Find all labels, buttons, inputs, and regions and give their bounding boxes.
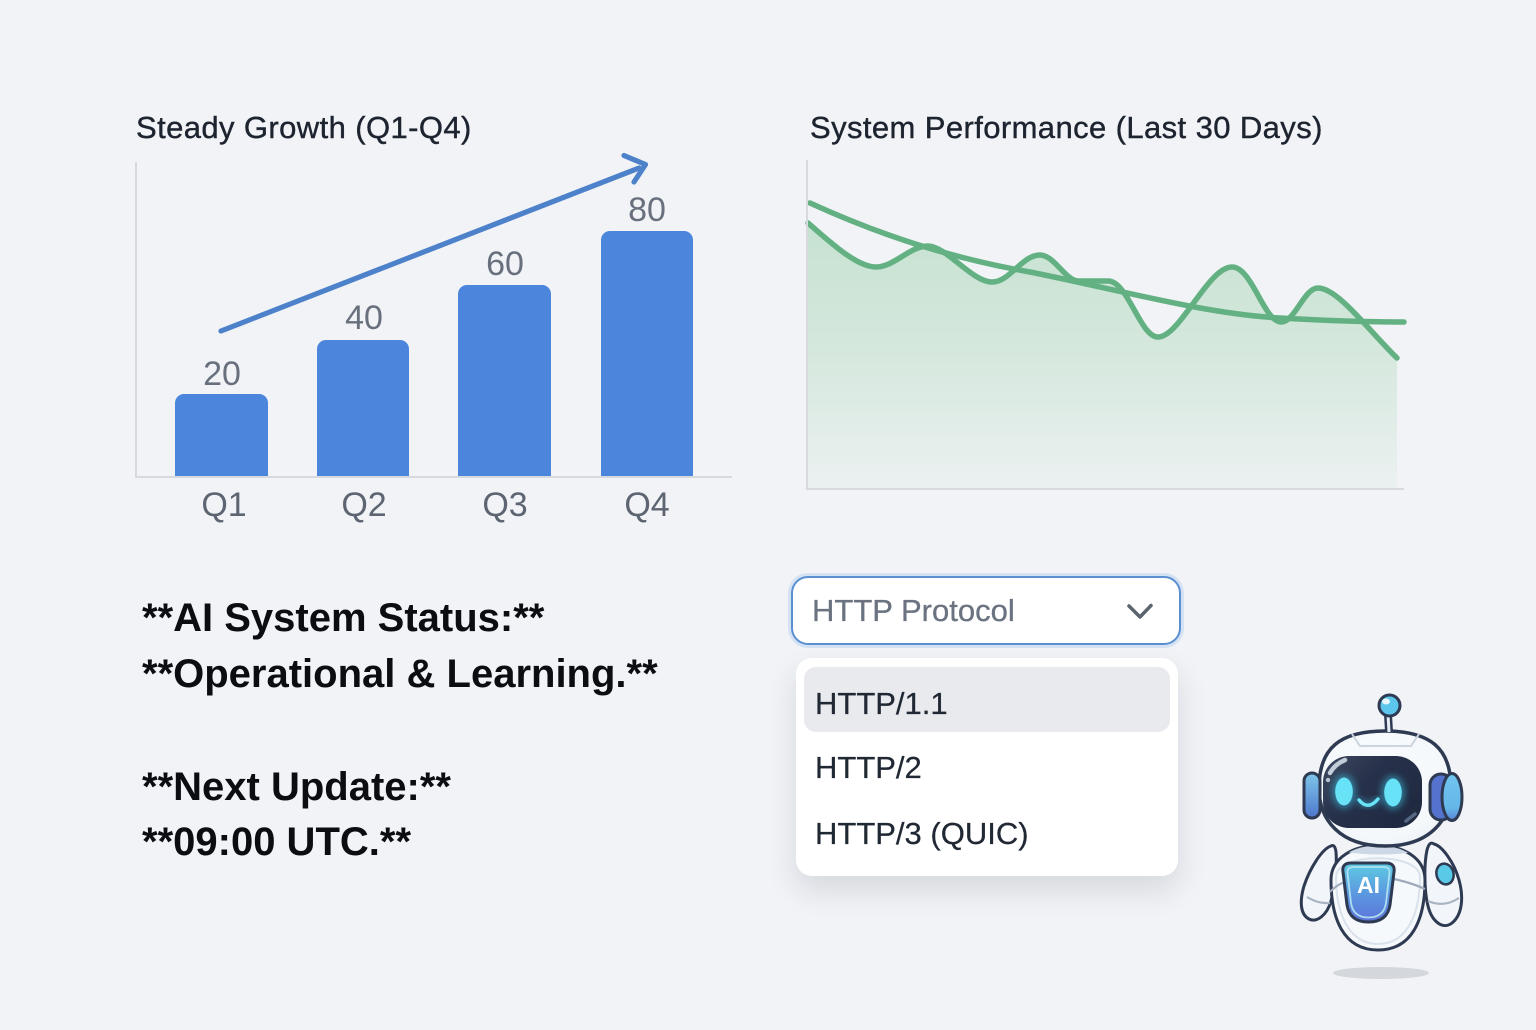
svg-text:AI: AI (1357, 872, 1380, 898)
